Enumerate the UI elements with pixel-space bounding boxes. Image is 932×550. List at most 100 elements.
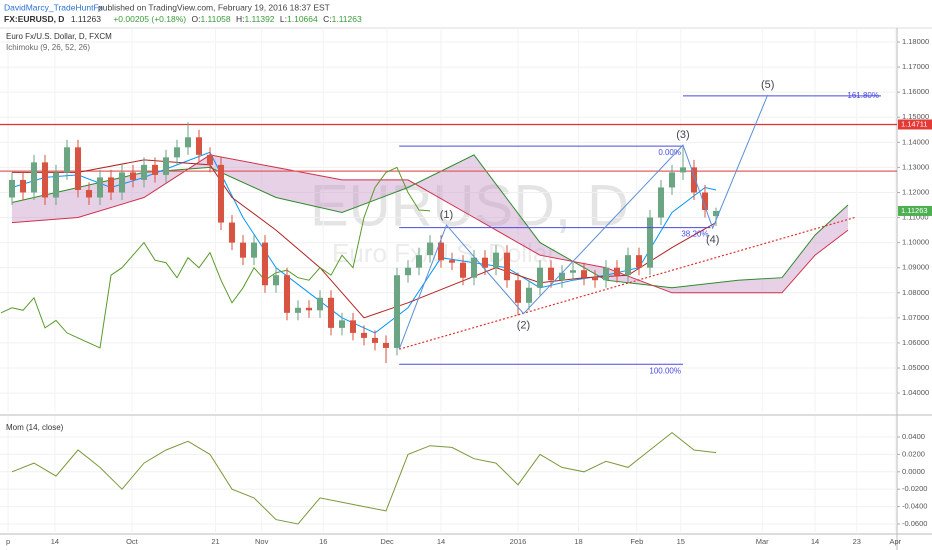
candle-body	[701, 192, 709, 211]
candle-body	[8, 179, 16, 198]
candle-body	[580, 270, 588, 278]
candle-body	[107, 177, 115, 193]
candle-body	[41, 162, 49, 198]
x-tick-label: Oct	[126, 537, 139, 546]
y-tick-label: 1.14000	[902, 137, 929, 146]
main-pane: 0.00% 38.20% 100.00% 161.80% (1) (2) (3) (4) (5)	[0, 28, 897, 412]
last: 1.11263	[71, 14, 101, 24]
fib-label: 161.80%	[847, 91, 879, 100]
wave-label: (2)	[517, 319, 530, 331]
y-tick-label: 1.05000	[902, 363, 929, 372]
fib-label: 38.20%	[681, 230, 708, 239]
wave-label: (4)	[706, 234, 719, 246]
candle-body	[393, 275, 401, 348]
candle-body	[371, 337, 379, 343]
candle-body	[624, 255, 632, 276]
candle-body	[525, 287, 533, 303]
x-tick-label: 16	[319, 537, 327, 546]
candle-body	[602, 267, 610, 281]
candle-body	[96, 177, 104, 198]
y-tick-label: 1.12000	[902, 187, 929, 196]
candle-body	[327, 297, 335, 328]
y-tick-label: 0.0200	[902, 449, 925, 458]
candle-body	[690, 167, 698, 193]
x-tick-label: Dec	[380, 537, 394, 546]
y-tick-label: -0.0200	[902, 484, 927, 493]
x-tick-label: 15	[677, 537, 685, 546]
candle-body	[52, 172, 60, 198]
candle-body	[272, 275, 280, 286]
trend-line	[399, 216, 855, 350]
candle-body	[316, 297, 324, 311]
wave-label: (5)	[761, 79, 774, 91]
y-tick-label: 1.08000	[902, 288, 929, 297]
candle-body	[63, 147, 71, 173]
ichimoku-line	[0, 166, 431, 349]
candle-body	[635, 255, 643, 268]
candle-body	[712, 210, 720, 217]
candle-body	[558, 272, 566, 281]
candle-body	[349, 320, 357, 333]
h-label: H:	[236, 14, 245, 24]
x-tick-label: 14	[437, 537, 445, 546]
candle-body	[162, 157, 170, 175]
symbol: FX:EURUSD, D	[4, 14, 64, 24]
candle-body	[547, 267, 555, 281]
y-tick-label: 1.11000	[902, 213, 929, 222]
price-tag	[898, 119, 932, 130]
candle-body	[426, 242, 434, 256]
candle-body	[74, 147, 82, 190]
candle-body	[437, 242, 445, 261]
candle-body	[679, 167, 687, 173]
candle-body	[646, 217, 654, 268]
candle-body	[184, 137, 192, 148]
candle-body	[283, 275, 291, 313]
y-tick-label: 0.0400	[902, 432, 925, 441]
author[interactable]: DavidMarcy_TradeHuntFx	[4, 2, 104, 12]
momentum-line	[11, 431, 717, 525]
candle-body	[338, 320, 346, 328]
candle-body	[360, 332, 368, 338]
momentum-pane	[0, 416, 897, 532]
candle-body	[668, 172, 676, 188]
l-value: 1.10664	[287, 14, 318, 24]
y-tick-label: -0.0600	[902, 519, 927, 528]
c-value: 1.11263	[332, 14, 362, 24]
candle-body	[250, 242, 258, 258]
candle-body	[569, 270, 577, 273]
candle-body	[228, 222, 236, 243]
candle-body	[503, 252, 511, 281]
o-value: 1.11058	[200, 14, 230, 24]
h-value: 1.11392	[244, 14, 274, 24]
candle-body	[217, 164, 225, 223]
candle-body	[305, 307, 313, 311]
candle-body	[129, 172, 137, 180]
candle-body	[19, 179, 27, 193]
y-tick-label: 1.10000	[902, 238, 929, 247]
candle-body	[173, 147, 181, 158]
pane-title: Euro Fx/U.S. Dollar, D, FXCM	[6, 32, 112, 41]
y-tick-label: 1.04000	[902, 388, 929, 397]
candle-body	[382, 342, 390, 348]
quote-line: FX:EURUSD, D 1.11263 +0.00205 (+0.18%) O…	[4, 14, 362, 24]
candle-body	[470, 257, 478, 278]
x-tick-label: Nov	[255, 537, 269, 546]
y-tick-label: 1.06000	[902, 338, 929, 347]
candle-body	[85, 189, 93, 198]
x-tick-label: 21	[211, 537, 219, 546]
mom-title: Mom (14, close)	[6, 423, 64, 432]
candle-body	[448, 260, 456, 263]
change: +0.00205 (+0.18%)	[113, 14, 186, 24]
price-tag-label: 1.14711	[901, 119, 928, 128]
fib-label: 0.00%	[658, 148, 681, 157]
indicator-title: Ichimoku (9, 26, 52, 26)	[6, 43, 90, 52]
y-tick-label: 1.17000	[902, 62, 929, 71]
y-tick-label: 1.09000	[902, 263, 929, 272]
candle-body	[657, 187, 665, 218]
candle-body	[151, 164, 159, 175]
l-label: L:	[280, 14, 287, 24]
candle-body	[239, 242, 247, 258]
candle-body	[118, 172, 126, 193]
